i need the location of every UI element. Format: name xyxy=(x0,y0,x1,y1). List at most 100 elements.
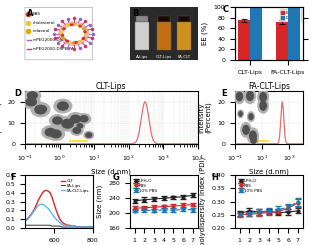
Text: A-Lips: A-Lips xyxy=(136,55,148,59)
FA-Lips xyxy=(37,224,40,227)
FA-CLT-Lips xyxy=(60,223,64,226)
FA-Lips xyxy=(60,225,64,228)
Bar xyxy=(238,21,250,60)
CLT xyxy=(23,219,27,222)
Text: CLT-Lips: CLT-Lips xyxy=(156,55,172,59)
FA-CLT-Lips xyxy=(79,225,83,228)
X-axis label: Size (d.nm): Size (d.nm) xyxy=(249,168,289,175)
FA-Lips xyxy=(41,224,44,227)
Circle shape xyxy=(62,37,65,39)
CLT xyxy=(31,211,35,214)
CLT xyxy=(81,225,85,228)
FA-Lips xyxy=(48,224,52,227)
Bar xyxy=(136,16,148,22)
FA-Lips xyxy=(79,225,83,228)
Bar xyxy=(135,22,149,50)
FA-Lips xyxy=(56,225,60,228)
FA-CLT-Lips xyxy=(29,214,33,217)
Circle shape xyxy=(66,24,69,26)
CLT xyxy=(75,225,79,228)
Legend: CLT, FA-Lips, FA-CLT-Lips: CLT, FA-Lips, FA-CLT-Lips xyxy=(59,177,90,195)
FA-Lips xyxy=(33,224,37,227)
FA-CLT-Lips xyxy=(58,221,62,224)
Bar xyxy=(157,22,171,50)
FA-Lips xyxy=(85,225,89,228)
FA-Lips xyxy=(52,225,56,228)
Text: F: F xyxy=(10,173,16,182)
CLT xyxy=(37,198,40,201)
Circle shape xyxy=(60,33,63,35)
FA-Lips xyxy=(25,224,29,227)
Circle shape xyxy=(75,42,77,43)
Bar xyxy=(288,0,300,60)
CLT xyxy=(33,207,37,210)
FA-Lips xyxy=(58,225,62,228)
FA-Lips xyxy=(50,225,54,228)
FA-CLT-Lips xyxy=(25,219,29,221)
Text: A: A xyxy=(27,9,33,18)
FA-Lips xyxy=(39,224,42,227)
CLT xyxy=(41,191,44,194)
Circle shape xyxy=(72,42,75,44)
Text: EBS: EBS xyxy=(33,12,41,16)
Text: D: D xyxy=(15,89,22,98)
CLT xyxy=(42,190,46,193)
Circle shape xyxy=(83,28,85,30)
FA-Lips xyxy=(89,225,93,228)
CLT xyxy=(27,216,31,219)
FA-Lips xyxy=(66,225,69,228)
FA-CLT-Lips xyxy=(52,215,56,218)
FA-Lips xyxy=(77,225,81,228)
Text: mPEG2000-DSPE-FA: mPEG2000-DSPE-FA xyxy=(33,47,75,51)
Circle shape xyxy=(63,28,65,29)
FA-CLT-Lips xyxy=(64,224,67,227)
Bar xyxy=(275,22,288,60)
CLT xyxy=(25,218,29,220)
Circle shape xyxy=(59,22,89,45)
CLT xyxy=(52,202,56,205)
FA-Lips xyxy=(35,224,38,227)
Circle shape xyxy=(83,37,85,39)
CLT xyxy=(64,223,67,226)
FA-Lips xyxy=(87,225,91,228)
CLT xyxy=(91,225,95,228)
Text: mPEG2000-DSPE: mPEG2000-DSPE xyxy=(33,38,68,42)
Circle shape xyxy=(84,31,86,33)
Circle shape xyxy=(64,26,83,41)
FA-CLT-Lips xyxy=(91,225,95,228)
FA-Lips xyxy=(54,225,58,228)
CLT xyxy=(68,224,71,227)
FA-CLT-Lips xyxy=(42,204,46,207)
CLT xyxy=(70,225,73,228)
FA-Lips xyxy=(70,225,73,228)
FA-Lips xyxy=(31,224,35,227)
CLT xyxy=(62,222,66,225)
FA-CLT-Lips xyxy=(39,203,42,206)
FA-Lips xyxy=(23,224,27,227)
CLT xyxy=(58,218,62,220)
Y-axis label: polydispersity index (PDI): polydispersity index (PDI) xyxy=(199,157,206,245)
FA-Lips xyxy=(68,225,71,228)
CLT xyxy=(50,196,54,199)
FancyBboxPatch shape xyxy=(25,7,93,60)
Circle shape xyxy=(71,24,72,26)
CLT xyxy=(89,225,93,228)
FA-CLT-Lips xyxy=(85,225,89,228)
FA-CLT-Lips xyxy=(75,225,79,228)
FA-CLT-Lips xyxy=(77,225,81,228)
Line: FA-CLT-Lips: FA-CLT-Lips xyxy=(25,204,93,227)
CLT xyxy=(79,225,83,228)
Bar xyxy=(178,16,190,22)
Text: E: E xyxy=(222,89,227,98)
FA-Lips xyxy=(83,225,87,228)
CLT xyxy=(48,191,52,194)
CLT xyxy=(85,225,89,228)
Legend: UPH₂O, PBS, 10% PBS: UPH₂O, PBS, 10% PBS xyxy=(132,177,159,195)
FA-CLT-Lips xyxy=(81,225,85,228)
Y-axis label: EE (%): EE (%) xyxy=(202,22,208,45)
FA-CLT-Lips xyxy=(50,212,54,215)
CLT xyxy=(44,189,48,192)
Circle shape xyxy=(61,35,63,36)
CLT xyxy=(71,225,75,228)
FA-Lips xyxy=(73,225,77,228)
